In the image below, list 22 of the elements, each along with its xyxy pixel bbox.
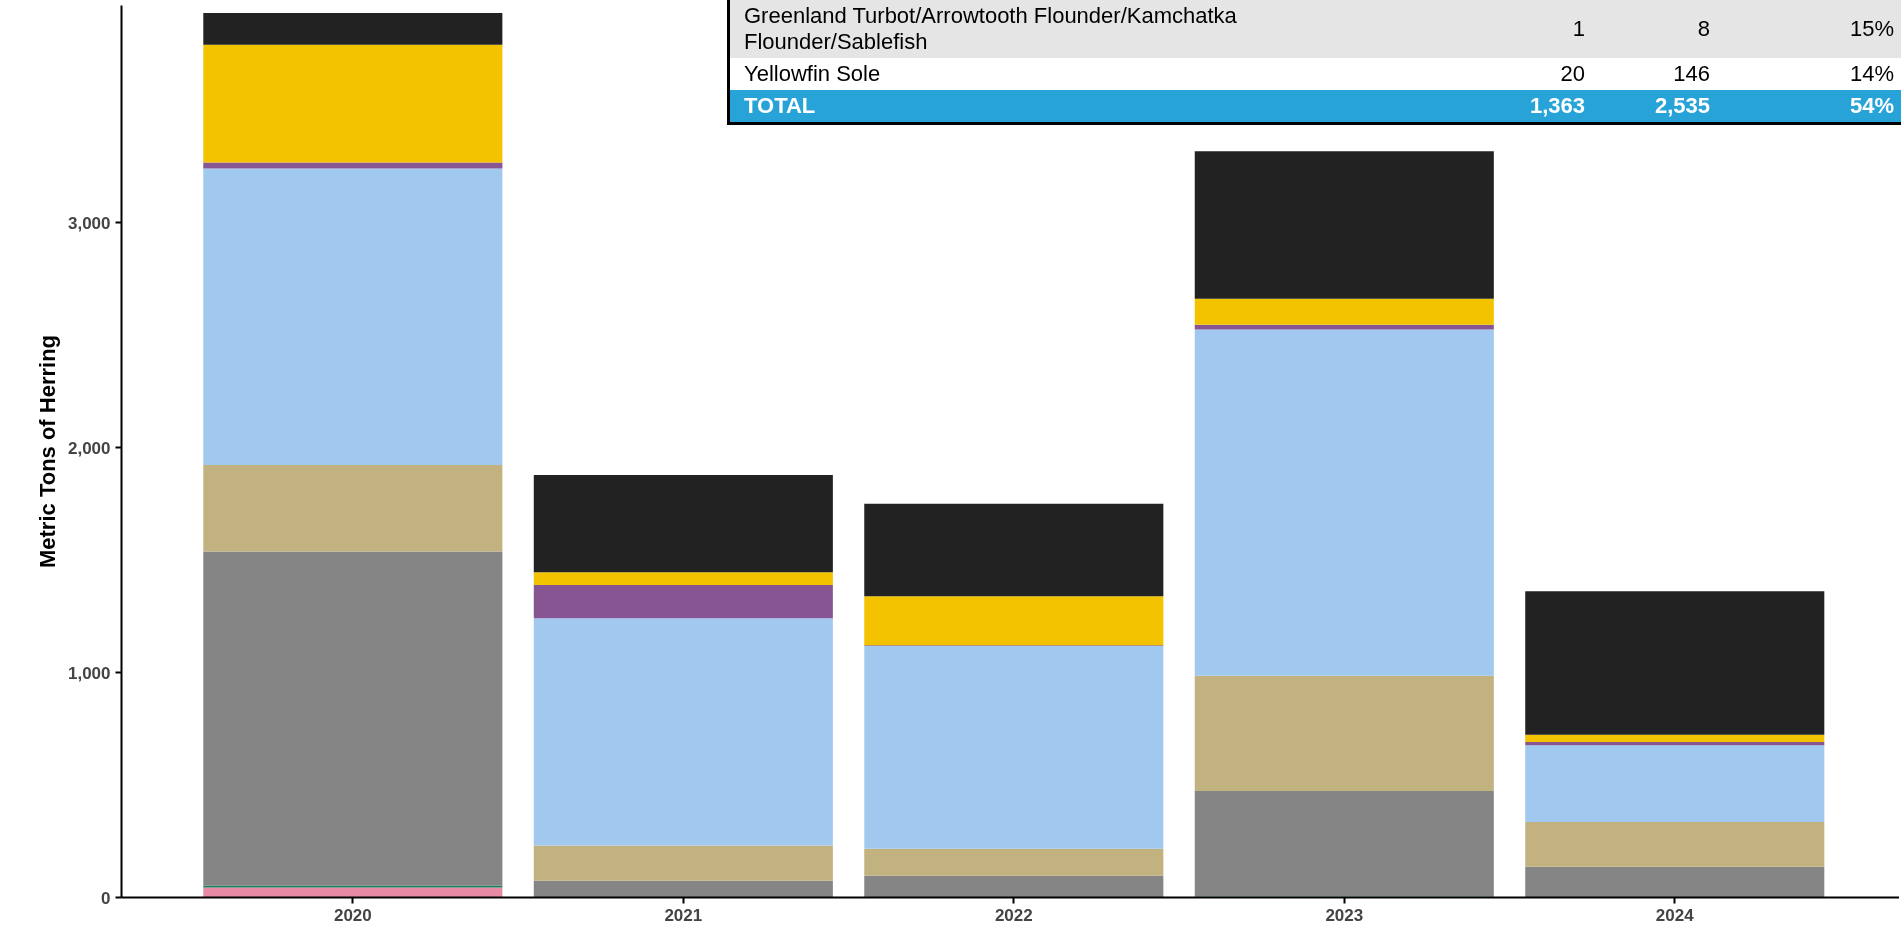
annotation: 54% (1848, 92, 1895, 120)
annotation: Yellowfin Sole (743, 60, 882, 88)
x-tick-label: 2021 (664, 905, 703, 925)
annotation: 1,363 (1528, 92, 1586, 120)
annotation: 146 (1672, 60, 1711, 88)
annotation: Greenland Turbot/Arrowtooth Flounder/Kamchatka Flounder/Sablefish (743, 2, 1238, 56)
annotation: 1 (1571, 15, 1586, 43)
y-tick-label: 1,000 (67, 663, 111, 683)
y-tick-label: 0 (101, 888, 111, 908)
annotation: 2,535 (1653, 92, 1711, 120)
annotation: 20 (1559, 60, 1586, 88)
x-tick-label: 2024 (1655, 905, 1695, 925)
annotation: 8 (1696, 15, 1711, 43)
x-tick-label: 2020 (333, 905, 372, 925)
x-tick-label: 2022 (994, 905, 1033, 925)
y-axis-title: Metric Tons of Herring (34, 334, 60, 569)
x-tick-label: 2023 (1325, 905, 1364, 925)
y-tick-label: 3,000 (67, 213, 111, 233)
annotation: 15% (1848, 15, 1895, 43)
annotation: TOTAL (743, 92, 817, 120)
y-tick-label: 2,000 (67, 438, 111, 458)
annotation: 14% (1848, 60, 1895, 88)
